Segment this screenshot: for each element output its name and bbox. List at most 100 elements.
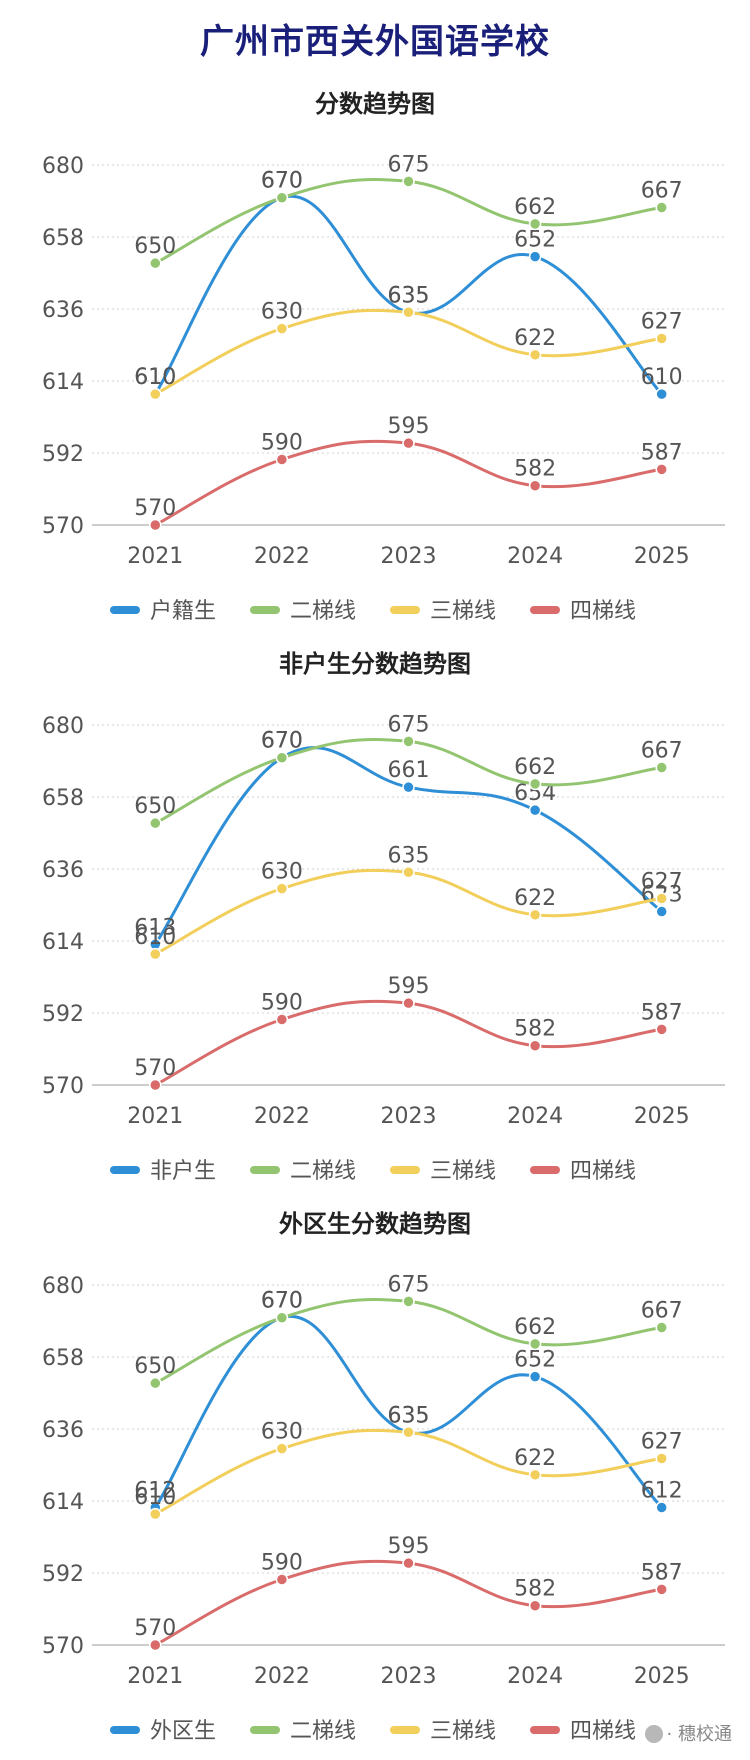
- data-point: [528, 1370, 542, 1383]
- data-point: [275, 1573, 289, 1586]
- data-point: [655, 761, 668, 774]
- legend-swatch: [390, 1166, 420, 1174]
- data-point: [528, 217, 542, 231]
- data-label: 635: [388, 1403, 430, 1428]
- data-point: [275, 453, 289, 466]
- legend-swatch: [530, 1726, 560, 1734]
- data-point: [402, 175, 415, 188]
- legend-swatch: [110, 606, 140, 614]
- data-point: [528, 1599, 542, 1612]
- legend-label: 二梯线: [290, 1159, 356, 1184]
- data-label: 587: [641, 440, 683, 465]
- data-label: 610: [134, 365, 176, 390]
- series-line: [153, 1314, 664, 1509]
- data-label: 590: [261, 991, 303, 1016]
- data-point: [655, 201, 668, 214]
- data-label: 610: [134, 1485, 176, 1510]
- x-tick-label: 2023: [381, 544, 437, 569]
- x-tick-label: 2023: [381, 1664, 437, 1689]
- data-label: 627: [641, 309, 683, 334]
- data-label: 635: [388, 1403, 430, 1428]
- y-tick-label: 658: [42, 226, 84, 251]
- data-label: 630: [261, 860, 303, 885]
- data-point: [402, 306, 415, 319]
- data-point: [528, 777, 542, 791]
- data-label: 590: [261, 1551, 303, 1576]
- data-label: 627: [641, 869, 683, 894]
- data-point: [149, 1507, 162, 1521]
- legend-label: 三梯线: [430, 599, 496, 624]
- x-tick-label: 2025: [634, 544, 690, 569]
- data-label: 652: [514, 228, 556, 253]
- data-label: 650: [134, 794, 176, 819]
- data-point: [655, 1501, 668, 1514]
- legend-swatch: [390, 606, 420, 614]
- data-label: 587: [641, 1560, 683, 1585]
- y-tick-label: 636: [42, 1418, 84, 1443]
- data-label: 570: [134, 1616, 176, 1641]
- series-line: [153, 308, 664, 396]
- x-tick-label: 2021: [127, 1664, 183, 1689]
- data-label: 667: [641, 1299, 683, 1324]
- legend-label: 四梯线: [570, 1159, 636, 1184]
- data-label: 670: [261, 1289, 303, 1314]
- data-point: [528, 479, 542, 492]
- data-label: 675: [388, 152, 430, 177]
- chart-household: 分数趋势图 570 592 614 636 658 680 2021 2022 2023 2024 2…: [0, 80, 750, 640]
- data-point: [149, 256, 162, 270]
- legend-label: 三梯线: [430, 1159, 496, 1184]
- legend-swatch: [530, 1166, 560, 1174]
- data-point: [149, 1376, 162, 1390]
- data-point: [402, 780, 415, 794]
- legend-label: 四梯线: [570, 1719, 636, 1744]
- data-point: [149, 1638, 162, 1652]
- data-point: [528, 1337, 542, 1351]
- data-label: 670: [261, 1289, 303, 1314]
- data-label: 635: [388, 843, 430, 868]
- data-point: [402, 996, 415, 1010]
- chart-svg: 非户生分数趋势图 570 592 614 636 658 680 2021 2022 2023 20…: [42, 650, 725, 1184]
- data-point: [402, 1295, 415, 1308]
- page-title: 广州市西关外国语学校: [200, 22, 550, 62]
- y-tick-label: 570: [42, 1634, 84, 1659]
- y-tick-label: 680: [42, 714, 84, 739]
- data-label: 635: [388, 283, 430, 308]
- legend-swatch: [250, 606, 280, 614]
- data-label: 662: [514, 1315, 556, 1340]
- data-label: 612: [641, 1479, 683, 1504]
- data-point: [655, 463, 668, 476]
- data-label: 610: [641, 365, 683, 390]
- chart-title: 非户生分数趋势图: [279, 650, 471, 678]
- x-tick-label: 2021: [127, 1104, 183, 1129]
- data-label: 667: [641, 179, 683, 204]
- data-point: [402, 1426, 415, 1439]
- legend-swatch: [530, 606, 560, 614]
- x-tick-label: 2022: [254, 1104, 310, 1129]
- data-label: 613: [134, 915, 176, 940]
- data-point: [528, 250, 542, 263]
- data-label: 622: [514, 326, 556, 351]
- data-point: [655, 332, 668, 345]
- x-tick-label: 2024: [507, 1104, 563, 1129]
- legend-swatch: [110, 1726, 140, 1734]
- x-tick-label: 2023: [381, 1104, 437, 1129]
- data-label: 667: [641, 739, 683, 764]
- data-point: [402, 1556, 415, 1570]
- data-label: 670: [261, 169, 303, 194]
- data-label: 675: [388, 1272, 430, 1297]
- data-label: 670: [261, 729, 303, 754]
- data-label: 670: [261, 169, 303, 194]
- watermark: · 穗校通: [644, 1720, 732, 1746]
- data-point: [655, 892, 668, 905]
- data-point: [528, 803, 542, 817]
- y-tick-label: 636: [42, 858, 84, 883]
- x-tick-label: 2025: [634, 1104, 690, 1129]
- data-point: [655, 1023, 668, 1036]
- series-line: [153, 1428, 664, 1516]
- data-point: [528, 348, 542, 362]
- wechat-icon: [644, 1725, 663, 1743]
- data-point: [655, 905, 668, 918]
- data-label: 622: [514, 1446, 556, 1471]
- y-tick-label: 592: [42, 1562, 84, 1587]
- data-label: 582: [514, 457, 556, 482]
